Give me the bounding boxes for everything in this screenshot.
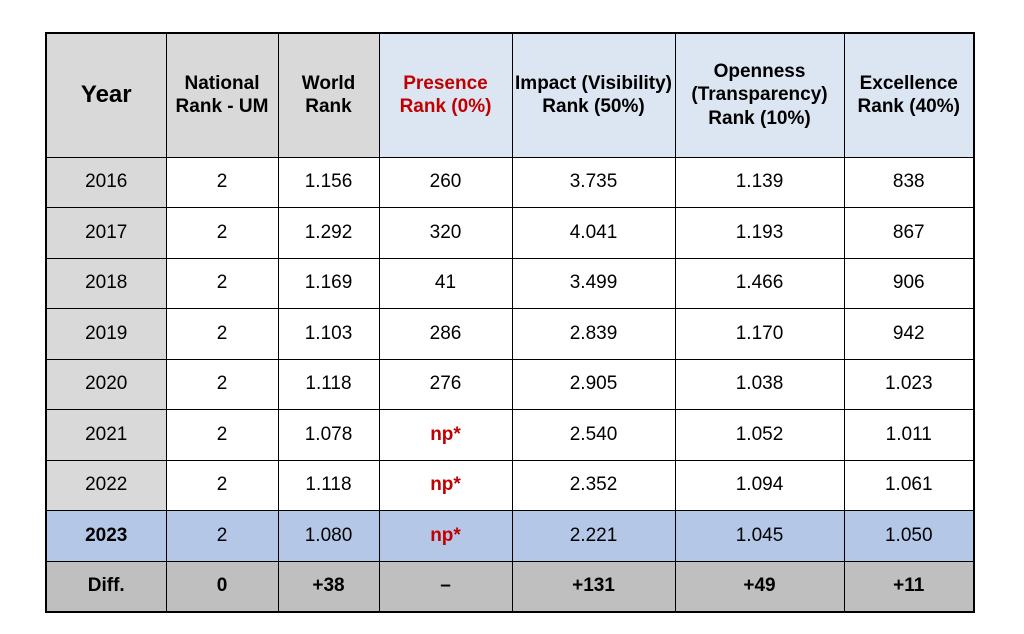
- col-header-world-rank: World Rank: [277, 32, 380, 158]
- cell-diff-openness-rank: +49: [674, 560, 845, 612]
- cell-national-rank: 2: [165, 358, 279, 410]
- cell-diff-impact-rank: +131: [511, 560, 676, 612]
- cell-world-rank: 1.118: [277, 459, 380, 511]
- cell-year: 2018: [45, 257, 167, 309]
- cell-openness-rank: 1.038: [674, 358, 845, 410]
- cell-year: 2023: [45, 510, 167, 562]
- col-header-national-rank: National Rank - UM: [165, 32, 279, 158]
- cell-excellence-rank: 1.023: [843, 358, 975, 410]
- cell-diff-world-rank: +38: [277, 560, 380, 612]
- cell-year: 2020: [45, 358, 167, 410]
- header-row: Year National Rank - UM World Rank Prese…: [45, 32, 975, 158]
- table-row: 2018 2 1.169 41 3.499 1.466 906: [45, 257, 975, 309]
- cell-openness-rank: 1.466: [674, 257, 845, 309]
- cell-excellence-rank: 1.050: [843, 510, 975, 562]
- cell-national-rank: 2: [165, 257, 279, 309]
- cell-national-rank: 2: [165, 510, 279, 562]
- cell-national-rank: 2: [165, 207, 279, 259]
- table-row: 2019 2 1.103 286 2.839 1.170 942: [45, 308, 975, 360]
- cell-presence-rank: np*: [378, 409, 513, 461]
- cell-impact-rank: 2.352: [511, 459, 676, 511]
- cell-national-rank: 2: [165, 459, 279, 511]
- col-header-openness-rank: Openness (Transparency) Rank (10%): [674, 32, 845, 158]
- table-row: 2021 2 1.078 np* 2.540 1.052 1.011: [45, 409, 975, 461]
- table-row-diff: Diff. 0 +38 – +131 +49 +11: [45, 560, 975, 612]
- cell-impact-rank: 2.839: [511, 308, 676, 360]
- cell-excellence-rank: 867: [843, 207, 975, 259]
- cell-world-rank: 1.080: [277, 510, 380, 562]
- table-row: 2020 2 1.118 276 2.905 1.038 1.023: [45, 358, 975, 410]
- cell-world-rank: 1.292: [277, 207, 380, 259]
- cell-diff-presence-rank: –: [378, 560, 513, 612]
- cell-presence-rank: np*: [378, 510, 513, 562]
- cell-diff-excellence-rank: +11: [843, 560, 975, 612]
- cell-impact-rank: 3.735: [511, 156, 676, 208]
- cell-diff-national-rank: 0: [165, 560, 279, 612]
- cell-impact-rank: 2.905: [511, 358, 676, 410]
- cell-openness-rank: 1.170: [674, 308, 845, 360]
- cell-openness-rank: 1.193: [674, 207, 845, 259]
- cell-year: 2017: [45, 207, 167, 259]
- cell-presence-rank: 41: [378, 257, 513, 309]
- cell-world-rank: 1.103: [277, 308, 380, 360]
- table-row: 2016 2 1.156 260 3.735 1.139 838: [45, 156, 975, 208]
- cell-year: 2022: [45, 459, 167, 511]
- cell-excellence-rank: 906: [843, 257, 975, 309]
- col-header-presence-rank: Presence Rank (0%): [378, 32, 513, 158]
- cell-presence-rank: 260: [378, 156, 513, 208]
- cell-world-rank: 1.156: [277, 156, 380, 208]
- cell-impact-rank: 2.221: [511, 510, 676, 562]
- cell-excellence-rank: 942: [843, 308, 975, 360]
- cell-presence-rank: 320: [378, 207, 513, 259]
- cell-impact-rank: 3.499: [511, 257, 676, 309]
- col-header-excellence-rank: Excellence Rank (40%): [843, 32, 975, 158]
- col-header-impact-rank: Impact (Visibility) Rank (50%): [511, 32, 676, 158]
- col-header-year: Year: [45, 32, 167, 158]
- university-rank-table: Year National Rank - UM World Rank Prese…: [45, 32, 975, 613]
- cell-impact-rank: 4.041: [511, 207, 676, 259]
- cell-diff-label: Diff.: [45, 560, 167, 612]
- cell-presence-rank: np*: [378, 459, 513, 511]
- cell-excellence-rank: 838: [843, 156, 975, 208]
- cell-openness-rank: 1.094: [674, 459, 845, 511]
- cell-openness-rank: 1.052: [674, 409, 845, 461]
- table-row-current-year: 2023 2 1.080 np* 2.221 1.045 1.050: [45, 510, 975, 562]
- cell-openness-rank: 1.045: [674, 510, 845, 562]
- cell-year: 2019: [45, 308, 167, 360]
- cell-year: 2016: [45, 156, 167, 208]
- table-row: 2022 2 1.118 np* 2.352 1.094 1.061: [45, 459, 975, 511]
- cell-openness-rank: 1.139: [674, 156, 845, 208]
- cell-impact-rank: 2.540: [511, 409, 676, 461]
- cell-excellence-rank: 1.011: [843, 409, 975, 461]
- cell-world-rank: 1.078: [277, 409, 380, 461]
- cell-national-rank: 2: [165, 409, 279, 461]
- cell-excellence-rank: 1.061: [843, 459, 975, 511]
- cell-presence-rank: 286: [378, 308, 513, 360]
- cell-national-rank: 2: [165, 156, 279, 208]
- table-row: 2017 2 1.292 320 4.041 1.193 867: [45, 207, 975, 259]
- cell-world-rank: 1.118: [277, 358, 380, 410]
- cell-national-rank: 2: [165, 308, 279, 360]
- cell-year: 2021: [45, 409, 167, 461]
- cell-world-rank: 1.169: [277, 257, 380, 309]
- cell-presence-rank: 276: [378, 358, 513, 410]
